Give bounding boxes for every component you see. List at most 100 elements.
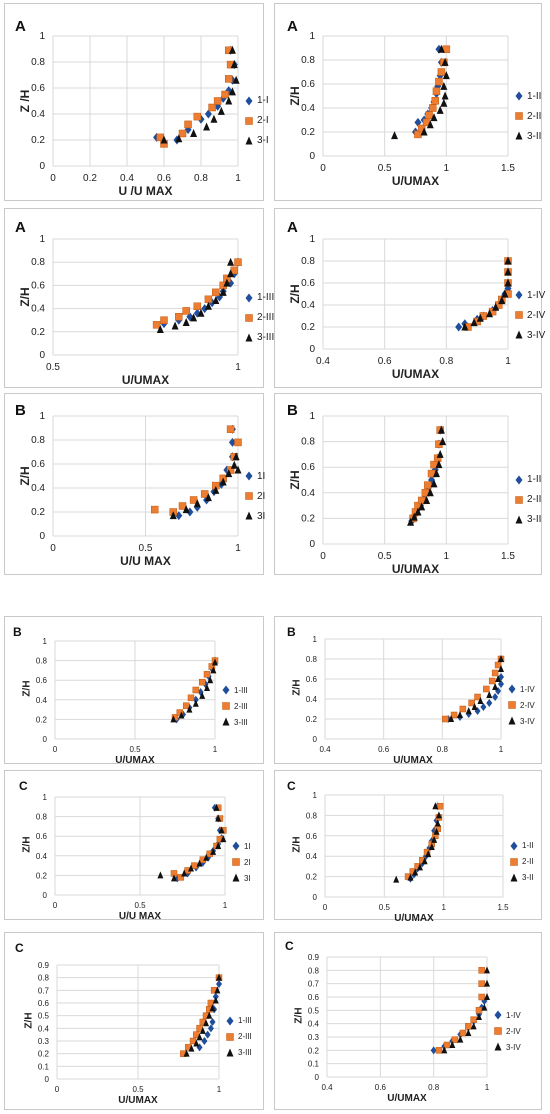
legend-label: 2-I	[257, 115, 269, 127]
data-point-square	[450, 711, 458, 719]
data-point-square	[177, 874, 185, 881]
x-tick-label: 0.8	[194, 173, 208, 184]
data-point-square	[417, 124, 426, 133]
x-tick-label: 1.5	[497, 903, 509, 912]
data-point-triangle	[391, 131, 399, 140]
square-marker-icon	[245, 313, 253, 322]
data-point-triangle	[426, 120, 434, 129]
data-point-triangle	[230, 60, 238, 69]
y-axis-label: Z /H	[18, 89, 32, 113]
legend-marker-square	[232, 858, 240, 866]
y-tick-label: 1	[39, 234, 45, 245]
scatter-plot: 0 0.2 0.4 0.6 0.8 1 0 0.5 1	[31, 411, 242, 554]
panel-letter: B	[287, 625, 296, 639]
legend-label: 2I	[244, 857, 251, 867]
data-point-triangle	[430, 113, 438, 122]
data-point-diamond	[209, 1018, 216, 1026]
y-tick-label: 1	[309, 31, 315, 42]
data-point-triangle	[197, 308, 205, 317]
data-point-triangle	[169, 511, 177, 520]
square-marker-icon	[232, 858, 240, 866]
data-point-diamond	[480, 703, 487, 711]
data-point-square	[470, 1016, 477, 1023]
data-point-triangle	[182, 505, 190, 514]
square-marker-icon	[494, 1027, 502, 1036]
data-point-square	[478, 967, 485, 974]
chart-panel-a-4: 0 0.2 0.4 0.6 0.8 1 0.4 0.6 0.8 1 A Z/H U/UMAX 1-IV 2-…	[274, 208, 546, 388]
x-tick-label: 0.4	[120, 173, 134, 184]
y-tick-label: 1	[43, 637, 48, 646]
panel-letter: A	[15, 18, 26, 35]
y-tick-label: 0.6	[31, 280, 45, 291]
diamond-marker-icon	[515, 91, 523, 101]
legend-label: 1-III	[257, 292, 275, 304]
x-axis-label: U/U MAX	[120, 554, 171, 568]
x-tick-label: 0.5	[139, 543, 153, 554]
legend-marker-triangle	[226, 1048, 234, 1057]
x-tick-label: 0.5	[378, 551, 392, 562]
y-tick-label: 0.6	[31, 83, 45, 94]
y-tick-label: 0.1	[308, 1060, 320, 1069]
data-point-triangle	[492, 302, 500, 311]
x-tick-label: 1	[505, 356, 511, 367]
data-point-triangle	[215, 814, 222, 822]
x-tick-label: 0	[53, 745, 58, 754]
data-point-square	[192, 686, 200, 694]
triangle-marker-icon	[508, 716, 516, 725]
data-point-triangle	[440, 98, 448, 107]
data-point-triangle	[232, 452, 240, 461]
data-point-triangle	[456, 711, 463, 718]
legend-entry: 1-II	[514, 470, 541, 490]
data-point-square	[193, 112, 202, 121]
data-point-triangle	[439, 437, 447, 446]
data-point-triangle	[437, 425, 445, 434]
x-axis-label: U/UMAX	[118, 1095, 158, 1106]
legend-entry: 3-IV	[514, 325, 545, 345]
data-point-triangle	[170, 715, 177, 723]
scatter-plot: 0 0.2 0.4 0.6 0.8 1 0.5 1	[31, 234, 242, 373]
data-point-triangle	[431, 835, 438, 843]
y-tick-label: 0.4	[38, 1024, 50, 1033]
legend: 1-IV 2-IV 3-IV	[507, 681, 535, 729]
y-tick-label: 0.2	[301, 127, 315, 138]
y-tick-label: 1	[43, 793, 48, 802]
legend-marker-square	[508, 701, 516, 709]
data-point-triangle	[216, 973, 222, 981]
y-tick-label: 0.4	[301, 300, 315, 311]
data-point-triangle	[504, 278, 512, 287]
data-point-square	[478, 980, 485, 987]
data-point-triangle	[432, 469, 440, 478]
data-point-diamond	[455, 322, 463, 332]
chart-panel-c-3: 0 0.1 0.2 0.3 0.4 0.5 0.6 0.7 0.8 0.9 0 0.5 1 C Z/H U/U…	[4, 932, 264, 1110]
y-tick-label: 0	[309, 344, 315, 355]
data-point-triangle	[203, 1019, 210, 1027]
data-point-triangle	[175, 134, 183, 143]
data-point-diamond	[495, 687, 502, 695]
data-point-triangle	[218, 826, 225, 834]
legend-marker-triangle	[245, 511, 253, 520]
data-point-triangle	[476, 313, 484, 322]
diamond-marker-icon	[226, 1016, 234, 1026]
data-point-triangle	[461, 322, 469, 331]
data-point-diamond	[197, 687, 204, 696]
data-point-triangle	[504, 267, 512, 276]
data-point-triangle	[210, 666, 217, 674]
y-tick-label: 0.2	[301, 513, 315, 524]
y-tick-label: 0.8	[308, 966, 320, 975]
x-tick-label: 1	[235, 362, 241, 373]
square-marker-icon	[508, 701, 516, 709]
x-tick-label: 0	[50, 543, 56, 554]
y-tick-label: 0.6	[301, 462, 315, 473]
triangle-marker-icon	[245, 136, 253, 145]
legend-label: 2-IV	[527, 309, 546, 321]
y-tick-label: 0	[309, 151, 315, 162]
scatter-plot: 0 0.2 0.4 0.6 0.8 1 0 0.5 1 1.5	[301, 31, 515, 174]
data-point-triangle	[457, 1035, 464, 1043]
data-point-triangle	[481, 1003, 488, 1011]
data-point-square	[478, 993, 485, 1001]
y-tick-label: 0.2	[31, 327, 45, 338]
x-tick-label: 1	[213, 745, 218, 754]
legend-label: 1-II	[527, 90, 542, 102]
data-point-triangle	[414, 507, 422, 516]
legend-marker-diamond	[508, 684, 516, 694]
